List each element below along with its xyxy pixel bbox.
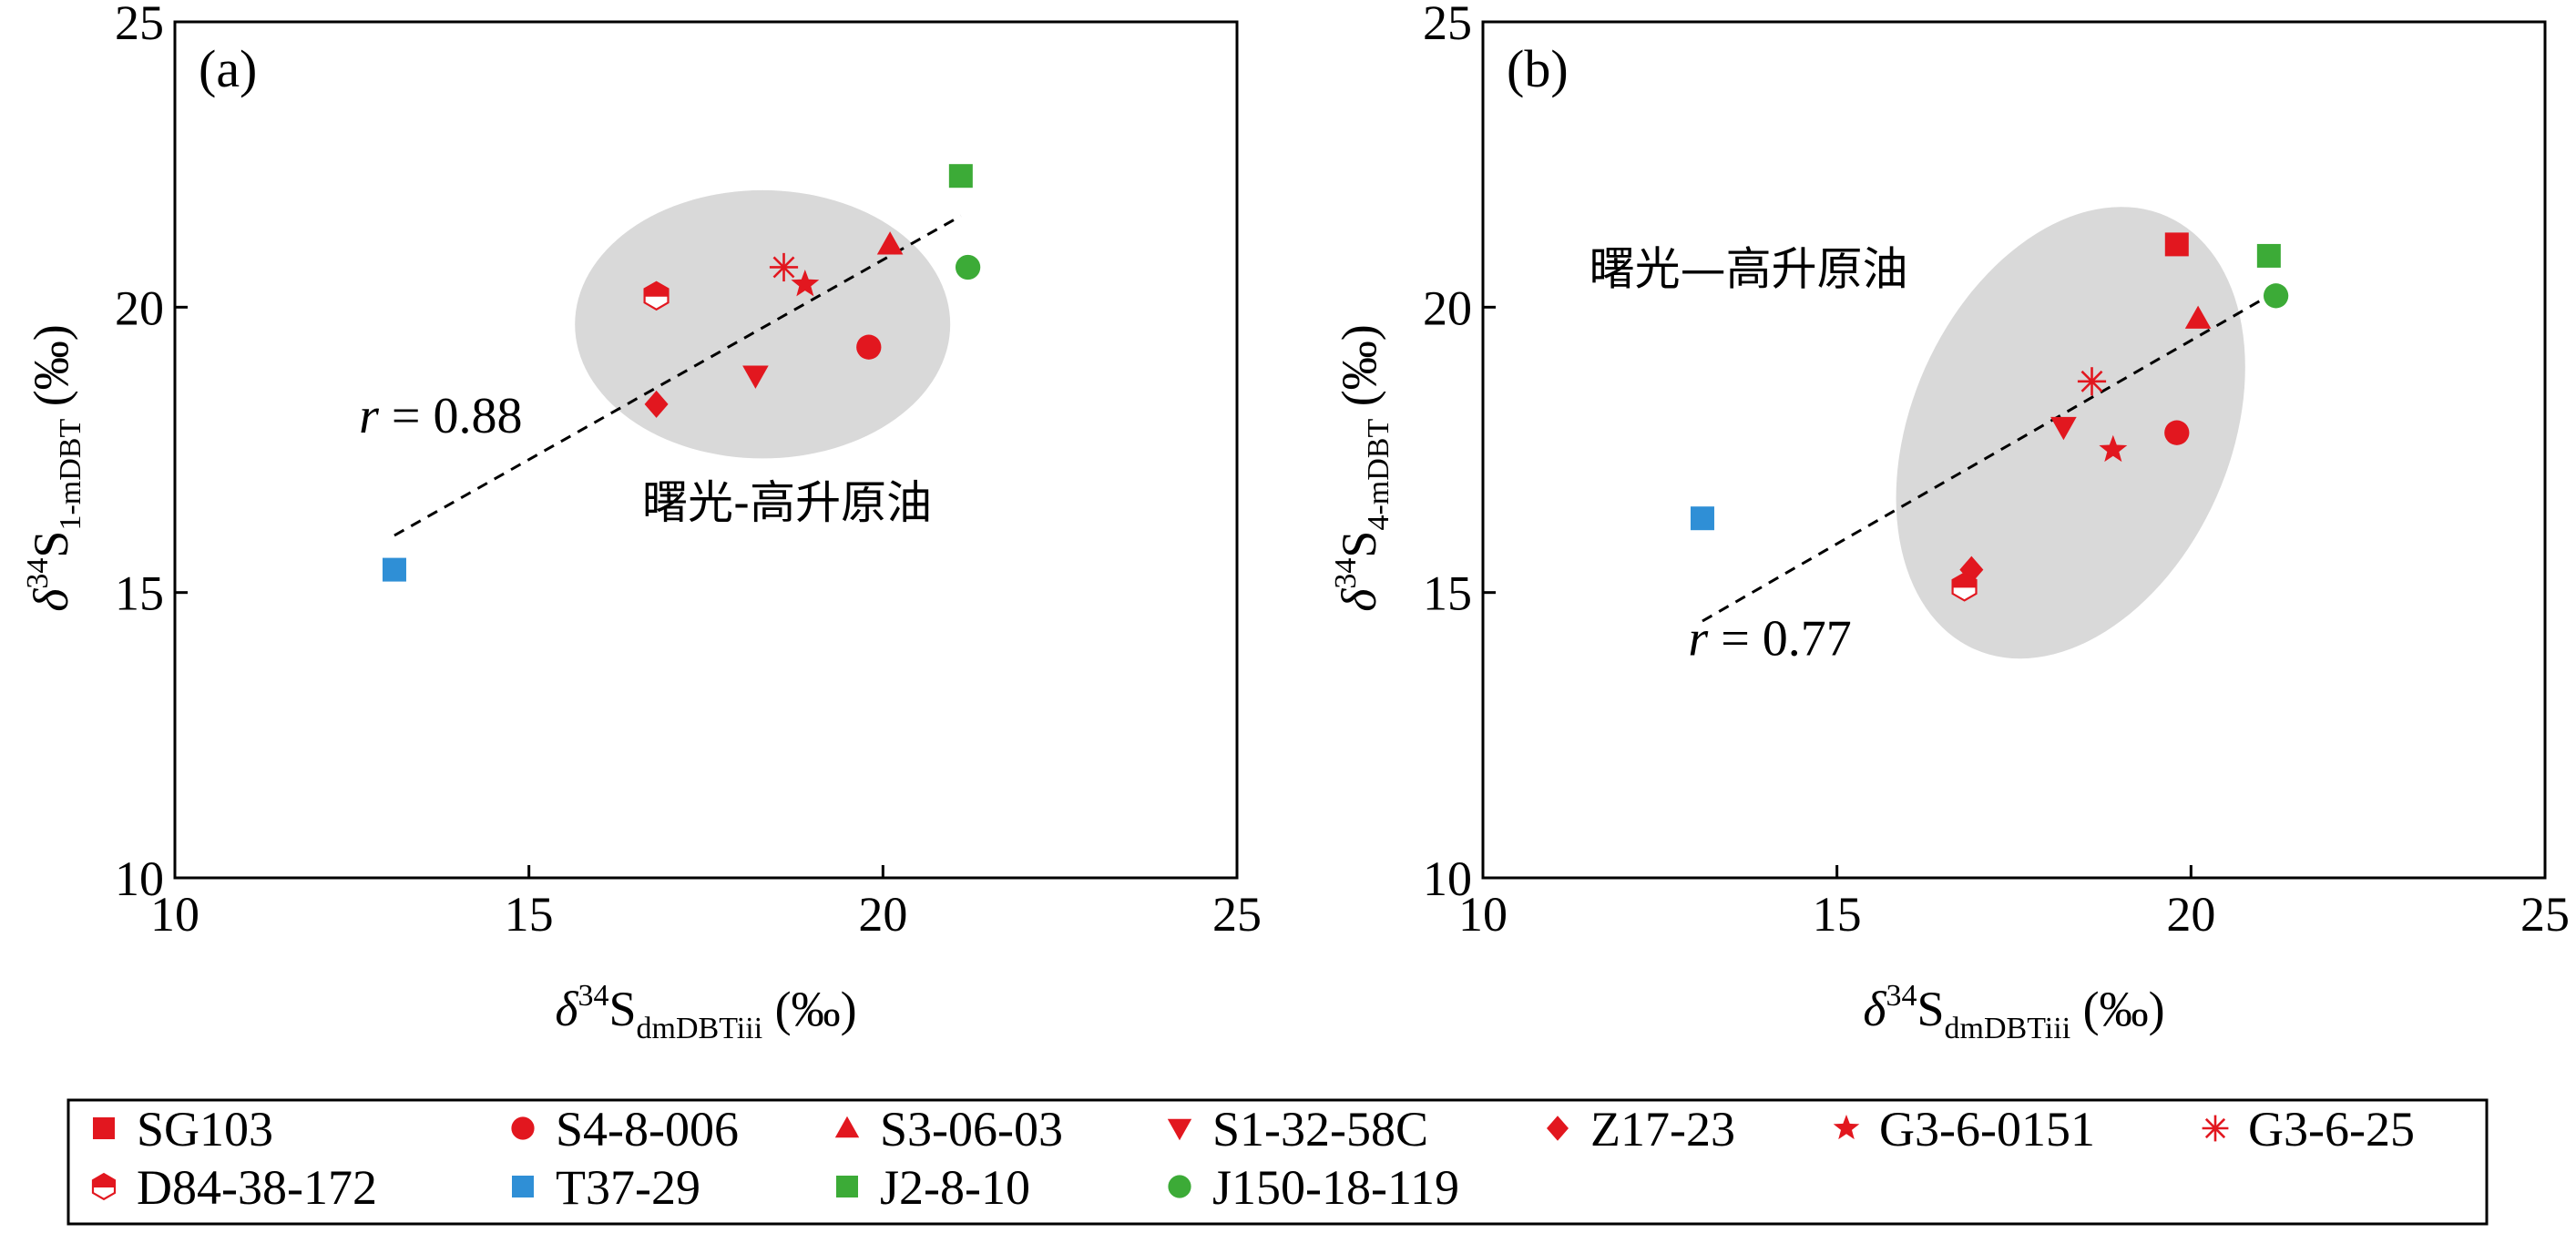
x-tick-label: 25 bbox=[2520, 887, 2570, 942]
legend-label: T37-29 bbox=[556, 1160, 700, 1215]
y-tick-label: 10 bbox=[115, 851, 164, 906]
plot-frame bbox=[1481, 20, 2547, 880]
legend-item: G3-6-0151 bbox=[1833, 1102, 2095, 1157]
region-label: 曙光—高升原油 bbox=[1590, 242, 1908, 295]
point-z17-23 bbox=[1959, 555, 1984, 584]
legend-item: T37-29 bbox=[512, 1160, 700, 1215]
trendline bbox=[394, 214, 962, 537]
y-tick-label: 20 bbox=[1423, 280, 1472, 335]
legend-marker bbox=[512, 1176, 534, 1197]
point-s3-06-03 bbox=[2184, 305, 2212, 329]
point-s1-32-58c bbox=[742, 365, 769, 389]
region-label: 曙光-高升原油 bbox=[642, 476, 932, 529]
legend-item: J150-18-119 bbox=[1168, 1160, 1459, 1215]
panel-a: 10 15 20 25 10 15 20 25 δ34SdmDBTiii (‰) δ34S1-mD… bbox=[21, 0, 1262, 1045]
x-tick-label: 20 bbox=[858, 887, 907, 942]
x-tick-label: 15 bbox=[1813, 887, 1862, 942]
legend-label: J2-8-10 bbox=[880, 1160, 1030, 1215]
legend-label: D84-38-172 bbox=[137, 1160, 377, 1215]
legend-marker bbox=[836, 1176, 858, 1197]
legend-label: Z17-23 bbox=[1590, 1102, 1735, 1157]
legend-item: S1-32-58C bbox=[1167, 1102, 1428, 1157]
y-axis-label: δ34S4-mDBT (‰) bbox=[1329, 324, 1395, 611]
trendline bbox=[1702, 294, 2270, 623]
legend-label: G3-6-0151 bbox=[1879, 1102, 2095, 1157]
legend-item: S3-06-03 bbox=[834, 1102, 1063, 1157]
panel-label: (a) bbox=[199, 39, 257, 98]
point-j2-8-10 bbox=[948, 164, 973, 189]
point-d84-38-172 bbox=[1951, 572, 1978, 602]
point-s1-32-58c bbox=[2050, 416, 2077, 441]
y-tick-label: 20 bbox=[115, 280, 164, 335]
legend-item: S4-8-006 bbox=[511, 1102, 739, 1157]
legend-marker bbox=[93, 1117, 115, 1139]
legend-marker bbox=[1167, 1118, 1192, 1141]
legend-item: J2-8-10 bbox=[836, 1160, 1030, 1215]
x-tick-label: 20 bbox=[2166, 887, 2215, 942]
point-g3-6-0151 bbox=[2099, 434, 2128, 463]
point-j150-18-119 bbox=[2263, 283, 2289, 309]
legend-marker bbox=[834, 1116, 860, 1138]
legend-marker bbox=[91, 1172, 117, 1201]
chart-panels: 10 15 20 25 10 15 20 25 δ34SdmDBTiii (‰) δ34S1-mD… bbox=[21, 0, 2570, 1045]
y-axis-label: δ34S1-mDBT (‰) bbox=[21, 324, 87, 611]
point-t37-29 bbox=[1690, 506, 1714, 531]
x-tick-label: 15 bbox=[505, 887, 554, 942]
point-g3-6-0151 bbox=[791, 270, 820, 297]
legend-marker bbox=[1547, 1116, 1569, 1141]
panel-b: 10 15 20 25 10 15 20 25 δ34SdmDBTiii (‰) δ34S4-mD… bbox=[1329, 0, 2570, 1045]
legend-item: SG103 bbox=[93, 1102, 273, 1157]
x-axis-label: δ34SdmDBTiii (‰) bbox=[555, 979, 856, 1045]
x-tick-label: 10 bbox=[1458, 887, 1508, 942]
point-j2-8-10 bbox=[2256, 243, 2281, 268]
y-tick-label: 25 bbox=[115, 0, 164, 50]
legend-label: G3-6-25 bbox=[2248, 1102, 2415, 1157]
y-tick-label: 15 bbox=[1423, 566, 1472, 621]
legend-label: SG103 bbox=[137, 1102, 273, 1157]
legend-item: D84-38-172 bbox=[91, 1160, 377, 1215]
legend-marker bbox=[511, 1116, 535, 1140]
panel-label: (b) bbox=[1507, 39, 1569, 98]
point-s4-8-006 bbox=[2164, 420, 2190, 445]
point-d84-38-172 bbox=[643, 280, 670, 311]
point-s4-8-006 bbox=[856, 334, 882, 360]
legend: SG103 S4-8-006 S3-06-03 S1-32-58C Z17-23 G3-6… bbox=[66, 1098, 2489, 1226]
point-g3-6-25 bbox=[769, 252, 799, 282]
highlight-ellipse bbox=[575, 189, 951, 459]
x-tick-label: 25 bbox=[1212, 887, 1262, 942]
legend-marker bbox=[1168, 1175, 1191, 1198]
point-g3-6-25 bbox=[2077, 367, 2107, 396]
point-j150-18-119 bbox=[955, 254, 981, 280]
r-label: r = 0.77 bbox=[1688, 611, 1851, 667]
point-t37-29 bbox=[382, 557, 406, 582]
x-axis-label: δ34SdmDBTiii (‰) bbox=[1863, 979, 2164, 1045]
point-s3-06-03 bbox=[876, 231, 904, 255]
legend-marker bbox=[1833, 1115, 1860, 1140]
legend-label: S3-06-03 bbox=[880, 1102, 1063, 1157]
point-sg103 bbox=[2164, 232, 2189, 257]
x-tick-label: 10 bbox=[150, 887, 199, 942]
legend-box bbox=[66, 1098, 2489, 1226]
point-z17-23 bbox=[644, 390, 669, 418]
y-tick-label: 10 bbox=[1423, 851, 1472, 906]
legend-item: G3-6-25 bbox=[2202, 1102, 2415, 1157]
highlight-ellipse bbox=[1896, 207, 2245, 659]
legend-label: J150-18-119 bbox=[1212, 1160, 1459, 1215]
legend-marker bbox=[2202, 1115, 2229, 1142]
y-tick-label: 15 bbox=[115, 566, 164, 621]
legend-label: S4-8-006 bbox=[556, 1102, 739, 1157]
r-label: r = 0.88 bbox=[359, 388, 522, 444]
plot-frame bbox=[173, 20, 1239, 880]
legend-label: S1-32-58C bbox=[1212, 1102, 1428, 1157]
y-tick-label: 25 bbox=[1423, 0, 1472, 50]
legend-item: Z17-23 bbox=[1547, 1102, 1735, 1157]
